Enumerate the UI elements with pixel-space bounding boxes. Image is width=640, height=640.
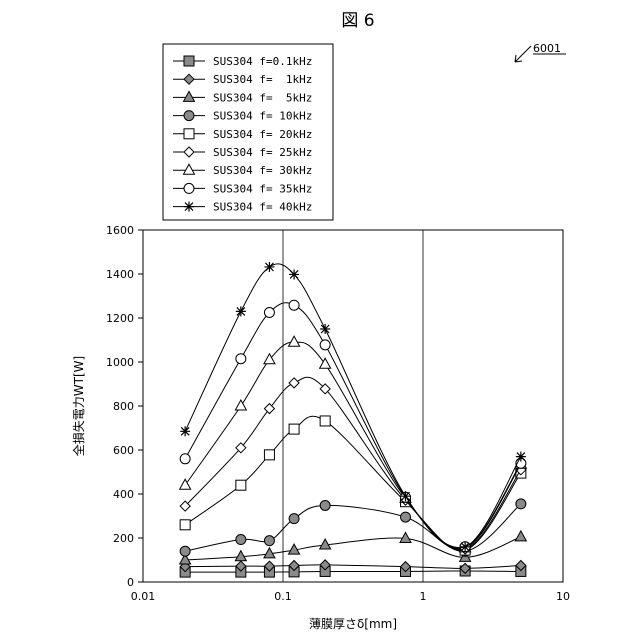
data-point: [320, 500, 330, 510]
y-tick-label: 1200: [106, 312, 134, 325]
series-6: [180, 377, 526, 554]
series-line: [185, 377, 521, 549]
data-point: [516, 499, 526, 509]
reference-arrow: [515, 46, 531, 62]
data-point: [460, 542, 470, 552]
series-line: [185, 303, 521, 548]
data-point: [320, 539, 331, 549]
y-tick-label: 1000: [106, 356, 134, 369]
data-point: [180, 426, 190, 436]
data-point: [235, 551, 246, 561]
data-point: [320, 416, 330, 426]
data-point: [180, 454, 190, 464]
data-point: [264, 536, 274, 546]
data-point: [289, 378, 299, 388]
legend-label: SUS304 f= 10kHz: [213, 110, 312, 123]
legend-label: SUS304 f= 35kHz: [213, 182, 312, 195]
y-tick-label: 1400: [106, 268, 134, 281]
series-9: [180, 262, 526, 552]
data-point: [516, 452, 526, 462]
data-point: [236, 306, 246, 316]
legend-marker: [184, 202, 194, 212]
data-point: [236, 535, 246, 545]
legend: SUS304 f=0.1kHz SUS304 f= 1kHz SUS304 f= 5…: [163, 44, 333, 220]
data-point: [264, 262, 274, 272]
series-line: [185, 342, 521, 549]
legend-marker: [184, 56, 194, 66]
legend-marker: [184, 183, 194, 193]
data-point: [180, 546, 190, 556]
plot-frame: [143, 230, 563, 582]
y-axis-label: 全損失電力WT[W]: [71, 356, 86, 456]
legend-label: SUS304 f= 20kHz: [213, 128, 312, 141]
data-point: [320, 340, 330, 350]
data-point: [180, 479, 191, 489]
data-point: [515, 531, 526, 541]
y-tick-label: 0: [127, 576, 134, 589]
legend-label: SUS304 f=0.1kHz: [213, 55, 312, 68]
y-tick-label: 400: [113, 488, 134, 501]
y-tick-label: 1600: [106, 224, 134, 237]
legend-item: SUS304 f=0.1kHz: [173, 55, 312, 68]
plot-area: 0.01 0.1 1 10 0 200 400 600 800 1000 1200 1400 1600 薄…: [71, 224, 570, 631]
data-point: [180, 520, 190, 530]
data-point: [236, 480, 246, 490]
data-point: [320, 324, 330, 334]
series-7: [180, 336, 527, 552]
data-point: [400, 532, 411, 542]
data-point: [401, 491, 411, 501]
legend-item: SUS304 f= 20kHz: [173, 128, 312, 141]
reference-label: 6001: [515, 42, 566, 62]
data-point: [289, 336, 300, 346]
reference-number: 6001: [533, 42, 561, 55]
legend-label: SUS304 f= 30kHz: [213, 164, 312, 177]
x-tick-label: 1: [420, 590, 427, 603]
x-tick-label: 0.01: [131, 590, 156, 603]
data-point: [289, 269, 299, 279]
x-axis-label: 薄膜厚さδ[mm]: [309, 616, 397, 631]
data-point: [289, 424, 299, 434]
legend-marker: [184, 111, 194, 121]
data-point: [236, 354, 246, 364]
x-tick-label: 0.1: [274, 590, 292, 603]
legend-label: SUS304 f= 25kHz: [213, 146, 312, 159]
data-point: [401, 512, 411, 522]
figure-title: 図 6: [341, 11, 374, 31]
series-4: [180, 499, 526, 556]
legend-label: SUS304 f= 1kHz: [213, 73, 312, 86]
x-tick-label: 10: [556, 590, 570, 603]
data-point: [235, 400, 246, 410]
data-point: [264, 404, 274, 414]
y-tick-label: 200: [113, 532, 134, 545]
y-tick-label: 800: [113, 400, 134, 413]
data-point: [289, 514, 299, 524]
legend-label: SUS304 f= 5kHz: [213, 91, 312, 104]
data-point: [264, 450, 274, 460]
legend-label: SUS304 f= 40kHz: [213, 201, 312, 214]
data-point: [289, 300, 299, 310]
data-point: [264, 308, 274, 318]
series-5: [180, 416, 526, 555]
legend-marker: [184, 129, 194, 139]
y-tick-label: 600: [113, 444, 134, 457]
series-line: [185, 264, 521, 548]
